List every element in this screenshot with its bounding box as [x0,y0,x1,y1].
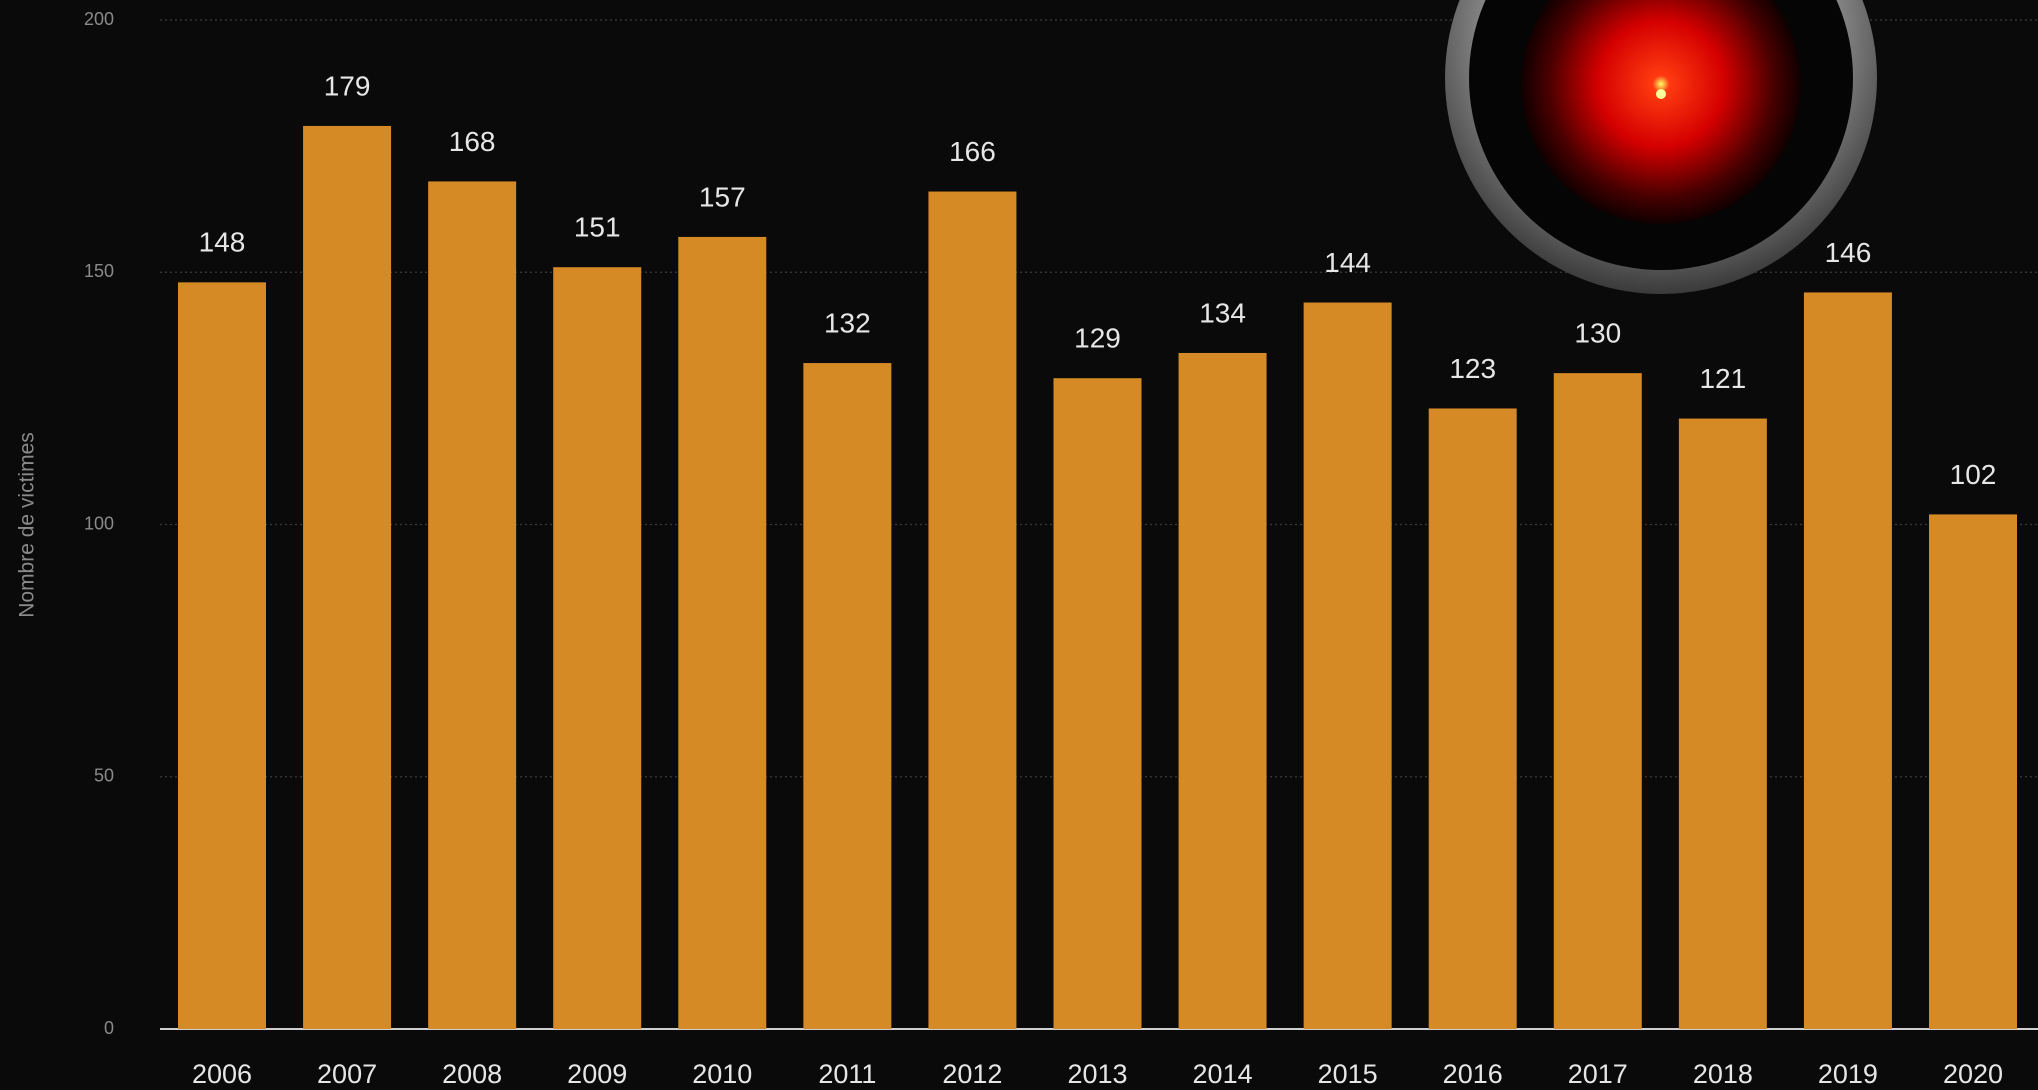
x-tick-label: 2018 [1693,1059,1753,1089]
value-label: 130 [1574,318,1621,349]
bar [428,181,517,1029]
x-tick-label: 2015 [1318,1059,1378,1089]
value-label: 146 [1825,237,1872,268]
value-label: 166 [949,136,996,167]
value-label: 144 [1324,247,1371,278]
value-label: 179 [324,70,371,101]
bar [1178,352,1267,1030]
value-label: 123 [1449,353,1496,384]
value-label: 148 [199,227,246,258]
value-label: 129 [1074,323,1121,354]
x-tick-label: 2012 [942,1059,1002,1089]
bar [303,125,392,1029]
y-tick-label: 0 [104,1018,114,1038]
x-tick-label: 2017 [1568,1059,1628,1089]
x-tick-label: 2010 [692,1059,752,1089]
value-label: 102 [1950,459,1997,490]
bar [803,363,892,1029]
x-tick-label: 2009 [567,1059,627,1089]
bar [1428,408,1517,1030]
value-label: 134 [1199,297,1246,328]
x-tick-label: 2019 [1818,1059,1878,1089]
x-tick-label: 2020 [1943,1059,2003,1089]
x-tick-label: 2014 [1193,1059,1253,1089]
value-label: 132 [824,307,871,338]
value-label: 157 [699,181,746,212]
eye-lens [1521,0,1801,224]
bar [1553,373,1642,1029]
bar [1303,302,1392,1029]
bar [1678,418,1767,1029]
x-tick-label: 2011 [818,1059,876,1089]
y-tick-label: 100 [84,513,114,533]
y-axis-label: Nombre de victimes [16,432,39,618]
bar [1053,378,1142,1029]
x-tick-label: 2013 [1067,1059,1127,1089]
y-tick-label: 150 [84,261,114,281]
y-tick-label: 50 [94,766,114,786]
bar [678,236,767,1029]
x-tick-label: 2007 [317,1059,377,1089]
bar [178,282,266,1030]
value-label: 168 [449,126,496,157]
eye-pupil [1656,89,1666,99]
x-tick-label: 2006 [192,1059,252,1089]
value-label: 151 [574,212,621,243]
bar [1929,514,2017,1029]
value-label: 121 [1699,363,1746,394]
bar [553,267,642,1030]
bar [928,191,1017,1029]
y-tick-label: 200 [84,9,114,29]
hal-eye-illustration [1445,0,1877,294]
bar [1803,292,1892,1029]
x-tick-label: 2008 [442,1059,502,1089]
x-tick-label: 2016 [1443,1059,1503,1089]
